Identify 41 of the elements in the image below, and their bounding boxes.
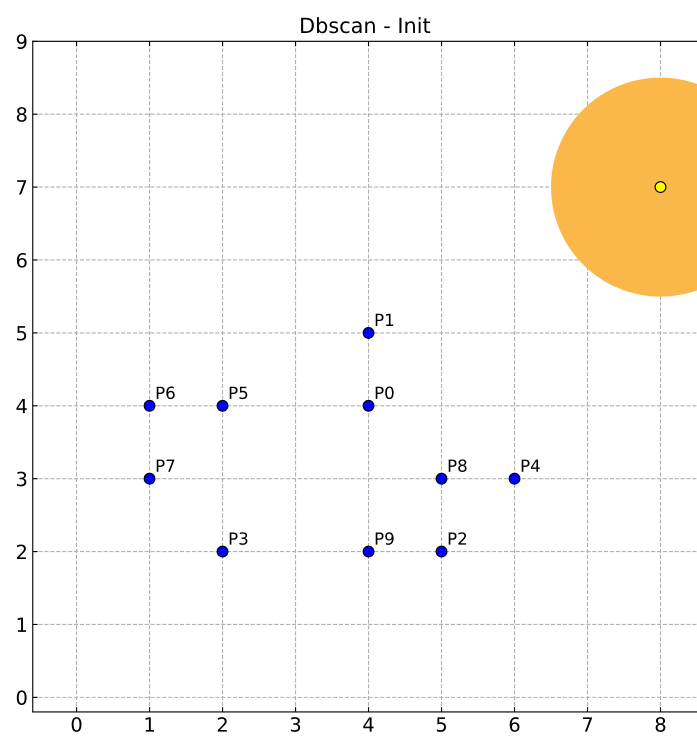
y-tick-label: 4	[16, 398, 27, 414]
y-tick-label: 0	[16, 690, 27, 706]
data-label: P5	[230, 386, 248, 400]
x-tick-label: 8	[656, 717, 666, 732]
data-label: P8	[448, 459, 467, 472]
data-label: P3	[230, 532, 248, 545]
data-label: P0	[376, 386, 394, 400]
point	[436, 546, 448, 558]
y-tick-label: 7	[17, 180, 26, 194]
data-label: P7	[156, 460, 174, 472]
point	[362, 326, 374, 339]
y-tick-label: 1	[18, 618, 26, 632]
point	[144, 400, 156, 412]
x-tick-label: 6	[510, 717, 520, 732]
y-tick-label: 3	[17, 472, 26, 486]
x-tick-label: 2	[218, 717, 227, 732]
data-label: P6	[156, 386, 175, 400]
y-tick-label: 5	[17, 326, 26, 341]
data-label: P1	[376, 314, 394, 326]
point	[436, 472, 448, 485]
x-tick-label: 5	[436, 717, 446, 732]
point	[362, 400, 374, 412]
point	[144, 472, 156, 485]
chart-title: Dbscan - Init	[301, 17, 430, 34]
y-tick-label: 9	[16, 34, 27, 49]
data-label: P2	[448, 532, 466, 545]
y-tick-label: 6	[16, 252, 27, 268]
x-tick-label: 1	[146, 717, 154, 732]
data-label: P9	[376, 532, 394, 545]
point	[362, 546, 374, 558]
y-tick-label: 2	[16, 544, 26, 559]
point	[216, 400, 228, 412]
data-label: P4	[522, 460, 540, 472]
x-tick-label: 3	[290, 717, 300, 732]
point	[508, 472, 520, 485]
x-tick-label: 7	[582, 717, 592, 732]
y-tick-label: 8	[16, 107, 27, 122]
x-tick-label: 4	[363, 717, 374, 732]
x-tick-label: 0	[72, 717, 82, 732]
point	[216, 546, 228, 558]
point	[654, 181, 666, 194]
